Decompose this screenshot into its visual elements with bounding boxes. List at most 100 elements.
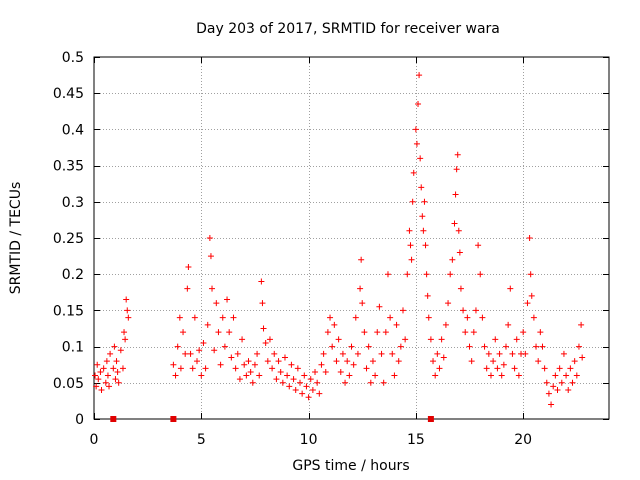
data-point [115, 379, 122, 386]
data-point [460, 307, 467, 314]
data-point [322, 368, 329, 375]
data-point [417, 155, 424, 162]
data-point [365, 343, 372, 350]
data-point [422, 242, 429, 249]
data-point [496, 350, 503, 357]
y-tick-label: 0.5 [62, 50, 84, 66]
data-point [198, 372, 205, 379]
data-point [421, 198, 428, 205]
data-point [348, 343, 355, 350]
data-point [121, 329, 128, 336]
data-point [466, 343, 473, 350]
data-point [369, 358, 376, 365]
x-tick-label: 10 [300, 432, 318, 448]
data-point [177, 365, 184, 372]
data-point [427, 336, 434, 343]
data-point [286, 383, 293, 390]
data-point [221, 343, 228, 350]
data-point [211, 347, 218, 354]
data-point [533, 343, 540, 350]
data-point [102, 379, 109, 386]
data-point [455, 227, 462, 234]
data-point [442, 321, 449, 328]
x-tick-label: 20 [514, 432, 532, 448]
data-point [387, 314, 394, 321]
data-point [307, 376, 314, 383]
data-point [110, 365, 117, 372]
data-point [344, 358, 351, 365]
data-point [260, 325, 267, 332]
gap-marker [170, 416, 177, 422]
data-point [329, 343, 336, 350]
data-point [202, 365, 209, 372]
y-tick-label: 0.15 [53, 303, 84, 319]
data-point [98, 387, 105, 394]
data-point [430, 358, 437, 365]
data-point [324, 329, 331, 336]
data-point [342, 379, 349, 386]
data-point [408, 256, 415, 263]
data-point [485, 350, 492, 357]
data-point [182, 350, 189, 357]
data-point [241, 361, 248, 368]
data-point [114, 368, 121, 375]
data-point [339, 350, 346, 357]
data-point [382, 329, 389, 336]
data-point [522, 350, 529, 357]
data-point [297, 379, 303, 386]
data-point [509, 350, 516, 357]
x-tick-label: 5 [197, 432, 206, 448]
data-point [219, 314, 226, 321]
data-point [391, 372, 398, 379]
data-point [412, 126, 419, 133]
data-point [384, 271, 391, 278]
data-point [243, 372, 250, 379]
data-point [200, 339, 207, 346]
data-point [513, 336, 520, 343]
data-point [409, 198, 416, 205]
data-point [251, 361, 258, 368]
data-point [104, 372, 111, 379]
data-point [541, 365, 548, 372]
data-point [543, 379, 550, 386]
data-point [247, 368, 254, 375]
data-point [97, 368, 104, 375]
data-point [100, 365, 107, 372]
data-point [567, 365, 574, 372]
data-point [565, 387, 572, 394]
data-point [232, 365, 239, 372]
data-point [436, 365, 443, 372]
data-point [492, 336, 499, 343]
data-point [451, 220, 458, 227]
data-point [400, 307, 406, 314]
y-tick-label: 0.4 [62, 122, 84, 138]
data-point [424, 292, 431, 299]
x-tick-label: 0 [90, 432, 99, 448]
data-point [452, 191, 459, 198]
y-tick-label: 0.3 [62, 195, 84, 211]
data-point [111, 343, 118, 350]
data-point [236, 376, 243, 383]
data-point [194, 358, 200, 365]
data-point [185, 263, 192, 270]
data-point [537, 329, 544, 336]
data-point [552, 372, 559, 379]
data-point [419, 213, 426, 220]
y-axis-label: SRMTID / TECUs [8, 182, 24, 295]
data-point [406, 227, 413, 234]
data-point [277, 368, 284, 375]
data-point [404, 271, 411, 278]
data-point [337, 368, 344, 375]
data-point [376, 303, 383, 310]
data-point [372, 372, 379, 379]
data-point [215, 329, 222, 336]
data-point [500, 361, 507, 368]
data-point [380, 379, 387, 386]
data-point [367, 379, 374, 386]
data-point [259, 300, 266, 307]
data-point [269, 365, 276, 372]
data-point [92, 372, 99, 379]
data-point [350, 361, 357, 368]
data-point [397, 343, 404, 350]
data-point [447, 271, 454, 278]
